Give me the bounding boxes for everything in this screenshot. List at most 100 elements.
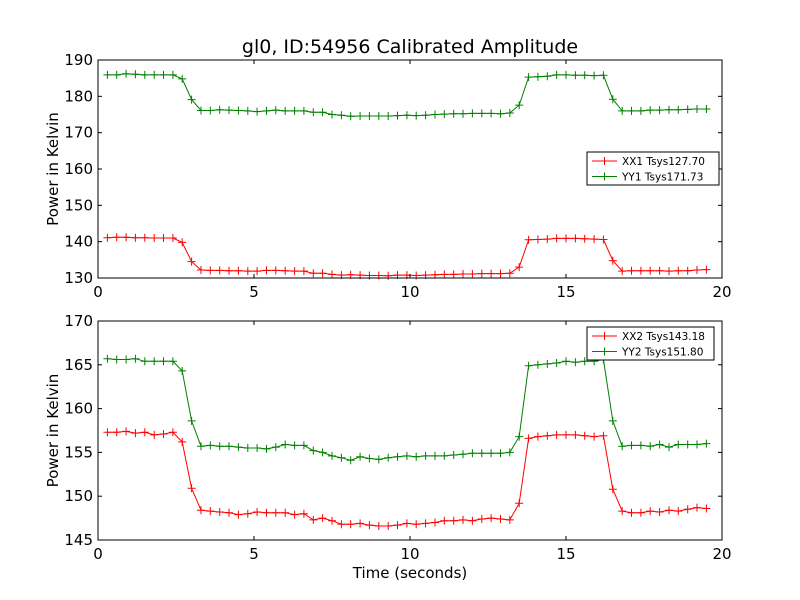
data-point: [683, 266, 692, 275]
data-point: [159, 70, 168, 79]
legend-label: YY1 Tsys171.73: [621, 172, 703, 184]
data-point: [234, 443, 243, 452]
data-point: [431, 451, 439, 460]
data-point: [159, 430, 168, 438]
data-point: [290, 267, 299, 276]
data-point: [487, 109, 496, 118]
data-point: [627, 441, 636, 450]
x-tick-label: 0: [93, 545, 103, 563]
data-point: [702, 265, 711, 274]
data-point: [328, 110, 336, 119]
y-tick-label: 190: [64, 51, 93, 69]
data-point: [318, 514, 327, 523]
data-point: [702, 439, 711, 448]
x-tick-label: 20: [712, 545, 731, 563]
data-point: [487, 449, 496, 458]
data-point: [262, 266, 271, 275]
data-point: [140, 233, 149, 242]
data-point: [187, 95, 196, 104]
data-point: [384, 522, 393, 530]
y-tick-label: 150: [64, 487, 93, 505]
y-tick-label: 180: [64, 87, 93, 105]
data-point: [346, 456, 355, 465]
data-point: [665, 506, 673, 515]
data-point: [477, 269, 486, 278]
data-point: [290, 106, 299, 115]
data-point: [225, 442, 233, 451]
legend-marker: [600, 347, 609, 356]
data-point: [702, 105, 711, 113]
legend-box: [586, 151, 720, 186]
data-point: [693, 105, 701, 113]
data-point: [608, 95, 617, 104]
data-point: [187, 484, 196, 493]
data-point: [674, 266, 683, 275]
data-point: [665, 443, 673, 452]
data-point: [281, 440, 290, 449]
data-point: [505, 109, 514, 117]
data-point: [225, 266, 233, 275]
data-point: [533, 235, 542, 244]
data-point: [627, 106, 636, 115]
data-point: [281, 266, 290, 275]
data-point: [103, 233, 112, 242]
data-point: [253, 508, 262, 516]
data-point: [206, 507, 215, 516]
data-point: [524, 361, 533, 370]
data-point: [290, 441, 299, 450]
data-point: [459, 515, 467, 524]
data-point: [524, 434, 533, 443]
data-point: [150, 430, 159, 439]
data-point: [468, 516, 477, 525]
legend-marker: [600, 332, 609, 340]
data-point: [449, 109, 458, 118]
data-point: [524, 235, 533, 244]
data-point: [346, 270, 355, 279]
data-point: [674, 440, 683, 449]
data-point: [131, 70, 140, 79]
data-point: [393, 452, 402, 461]
data-point: [562, 234, 570, 243]
data-point: [468, 109, 477, 118]
data-point: [328, 270, 336, 279]
data-point: [693, 503, 701, 512]
data-point: [477, 449, 486, 458]
data-point: [206, 441, 215, 450]
data-point: [636, 266, 645, 275]
data-point: [253, 267, 262, 276]
data-point: [187, 257, 196, 266]
x-tick-label: 15: [556, 545, 575, 563]
x-tick-label: 5: [249, 283, 259, 301]
data-point: [206, 266, 215, 275]
data-point: [646, 507, 655, 516]
data-point: [505, 448, 514, 457]
data-point: [552, 70, 561, 79]
data-point: [140, 428, 149, 437]
data-point: [683, 505, 692, 514]
data-point: [187, 416, 196, 425]
data-point: [178, 74, 187, 83]
data-point: [290, 510, 299, 519]
data-point: [608, 256, 617, 265]
data-point: [402, 111, 411, 120]
data-point: [655, 508, 664, 516]
data-point: [346, 112, 355, 121]
y-tick-label: 150: [64, 196, 93, 214]
legend-marker: [600, 157, 609, 165]
legend-box: [586, 326, 715, 361]
data-point: [140, 70, 149, 79]
data-point: [496, 449, 505, 458]
data-point: [243, 267, 252, 276]
data-point: [243, 509, 252, 518]
y-tick-label: 155: [64, 443, 93, 461]
data-point: [197, 506, 205, 515]
data-point: [356, 112, 365, 120]
data-point: [103, 354, 112, 363]
data-point: [365, 454, 374, 463]
data-point: [225, 106, 233, 115]
data-point: [328, 516, 336, 525]
data-point: [665, 267, 673, 276]
data-point: [122, 355, 131, 364]
data-point: [543, 359, 552, 368]
